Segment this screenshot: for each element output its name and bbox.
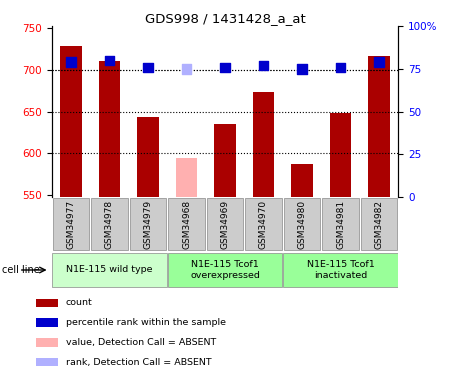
Bar xyxy=(130,198,166,250)
Point xyxy=(144,64,152,70)
Bar xyxy=(91,198,128,250)
Point xyxy=(298,66,306,72)
Bar xyxy=(245,198,282,250)
Text: GSM34968: GSM34968 xyxy=(182,200,191,249)
Bar xyxy=(36,318,58,327)
Bar xyxy=(214,124,236,197)
Text: rank, Detection Call = ABSENT: rank, Detection Call = ABSENT xyxy=(66,358,211,367)
Point xyxy=(337,64,344,70)
Bar xyxy=(36,298,58,307)
Text: N1E-115 Tcof1
overexpressed: N1E-115 Tcof1 overexpressed xyxy=(190,260,260,280)
Bar xyxy=(168,198,205,250)
Text: N1E-115 wild type: N1E-115 wild type xyxy=(66,266,153,274)
Bar xyxy=(176,158,197,197)
Bar xyxy=(36,358,58,366)
Bar xyxy=(53,198,90,250)
Text: GSM34980: GSM34980 xyxy=(297,200,306,249)
Text: GSM34970: GSM34970 xyxy=(259,200,268,249)
Point xyxy=(375,59,382,65)
Text: cell line: cell line xyxy=(2,265,40,275)
Bar xyxy=(137,117,158,197)
Bar xyxy=(292,164,313,197)
Text: GSM34969: GSM34969 xyxy=(220,200,230,249)
Text: count: count xyxy=(66,298,93,307)
Bar xyxy=(322,198,359,250)
Text: GSM34981: GSM34981 xyxy=(336,200,345,249)
Bar xyxy=(369,56,390,197)
Bar xyxy=(52,253,166,287)
Text: GSM34978: GSM34978 xyxy=(105,200,114,249)
Point xyxy=(260,63,267,69)
Bar xyxy=(284,253,398,287)
Point xyxy=(106,57,113,63)
Point xyxy=(183,66,190,72)
Text: GSM34977: GSM34977 xyxy=(67,200,76,249)
Bar xyxy=(60,46,81,197)
Bar xyxy=(360,198,397,250)
Bar xyxy=(36,338,58,346)
Bar xyxy=(207,198,243,250)
Point xyxy=(68,59,75,65)
Point xyxy=(221,64,229,70)
Bar xyxy=(330,113,351,197)
Text: percentile rank within the sample: percentile rank within the sample xyxy=(66,318,226,327)
Text: GSM34979: GSM34979 xyxy=(144,200,153,249)
Title: GDS998 / 1431428_a_at: GDS998 / 1431428_a_at xyxy=(144,12,306,25)
Bar xyxy=(168,253,282,287)
Text: value, Detection Call = ABSENT: value, Detection Call = ABSENT xyxy=(66,338,216,347)
Text: GSM34982: GSM34982 xyxy=(374,200,383,249)
Bar xyxy=(253,92,274,197)
Text: N1E-115 Tcof1
inactivated: N1E-115 Tcof1 inactivated xyxy=(306,260,374,280)
Bar xyxy=(99,62,120,197)
Bar xyxy=(284,198,320,250)
